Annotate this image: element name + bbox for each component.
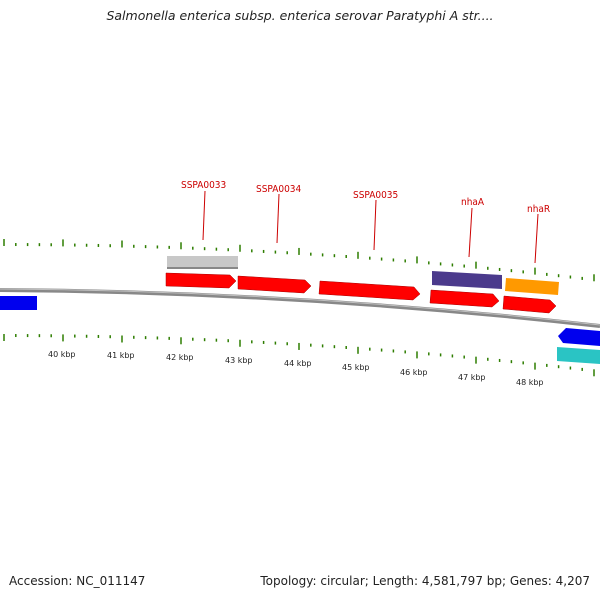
tick-label-40kbp: 40 kbp xyxy=(48,350,76,359)
tick-label-42kbp: 42 kbp xyxy=(166,353,194,362)
gene-label-nhar[interactable]: nhaR xyxy=(527,204,550,215)
tick-label-47kbp: 47 kbp xyxy=(458,373,486,382)
feature-purple[interactable] xyxy=(432,271,502,289)
gene-label-sspa0034[interactable]: SSPA0034 xyxy=(256,184,302,195)
genome-backbone-highlight xyxy=(0,288,600,326)
cds-sspa0034[interactable] xyxy=(237,275,312,294)
feature-blue-left[interactable] xyxy=(0,296,37,310)
cds-nhar[interactable] xyxy=(502,295,557,314)
cds-nhaa[interactable] xyxy=(429,289,500,308)
tick-label-41kbp: 41 kbp xyxy=(107,351,135,360)
map-title: Salmonella enterica subsp. enterica sero… xyxy=(106,8,494,23)
tick-label-46kbp: 46 kbp xyxy=(400,368,428,377)
tick-label-45kbp: 45 kbp xyxy=(342,363,370,372)
feature-blue-right[interactable] xyxy=(558,328,600,346)
tick-label-48kbp: 48 kbp xyxy=(516,378,544,387)
genome-summary-text: Topology: circular; Length: 4,581,797 bp… xyxy=(260,574,590,588)
gene-label-sspa0033[interactable]: SSPA0033 xyxy=(181,180,226,191)
feature-orange[interactable] xyxy=(505,278,559,295)
inner-tick-ring xyxy=(3,334,595,377)
feature-cyan[interactable] xyxy=(557,347,600,364)
leader-nhaa xyxy=(468,207,473,258)
genome-backbone xyxy=(0,288,600,328)
leader-sspa0035 xyxy=(373,199,377,251)
feature-grey[interactable] xyxy=(167,256,238,269)
gene-label-sspa0035[interactable]: SSPA0035 xyxy=(353,190,398,201)
leader-nhar xyxy=(534,213,539,264)
tick-label-44kbp: 44 kbp xyxy=(284,359,312,368)
leader-sspa0033 xyxy=(202,190,206,241)
cds-sspa0035[interactable] xyxy=(318,280,421,301)
leader-sspa0034 xyxy=(276,193,280,244)
feature-grey-shadow xyxy=(167,267,238,269)
gene-label-nhaa[interactable]: nhaA xyxy=(461,197,485,208)
outer-tick-ring xyxy=(3,239,595,282)
accession-text: Accession: NC_011147 xyxy=(9,574,146,588)
tick-label-43kbp: 43 kbp xyxy=(225,356,253,365)
cds-sspa0033[interactable] xyxy=(165,272,237,289)
